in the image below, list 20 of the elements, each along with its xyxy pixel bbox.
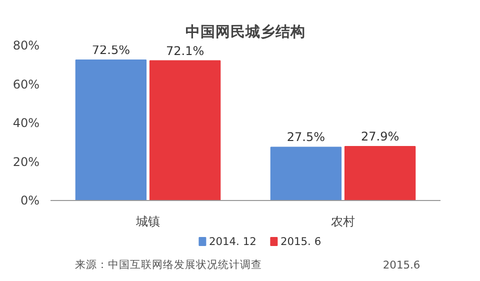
text: 72.5%	[92, 43, 130, 58]
y-tick-label: 40%	[12, 116, 40, 130]
legend-label: 2014. 12	[208, 235, 256, 248]
chart-title: 中国网民城乡结构	[186, 24, 306, 40]
y-tick-label: 60%	[12, 77, 40, 92]
text: 27.9%	[360, 129, 400, 144]
bar	[149, 60, 221, 200]
bar	[270, 146, 342, 200]
y-tick-label: 80%	[12, 38, 40, 52]
text: 72.1%	[166, 44, 204, 58]
x-tick-label: 城镇	[135, 214, 160, 228]
y-tick-label: 0%	[20, 194, 40, 208]
bar	[344, 146, 416, 200]
legend-label: 2015. 6	[280, 235, 322, 248]
x-tick-label: 农村	[331, 214, 355, 228]
bar	[75, 60, 147, 200]
text: 27.5%	[286, 130, 326, 144]
text: 2015.6	[382, 258, 420, 272]
y-tick-label: 20%	[12, 154, 40, 169]
source-note: 来源：中国互联网络发展状况统计调查	[74, 258, 262, 271]
